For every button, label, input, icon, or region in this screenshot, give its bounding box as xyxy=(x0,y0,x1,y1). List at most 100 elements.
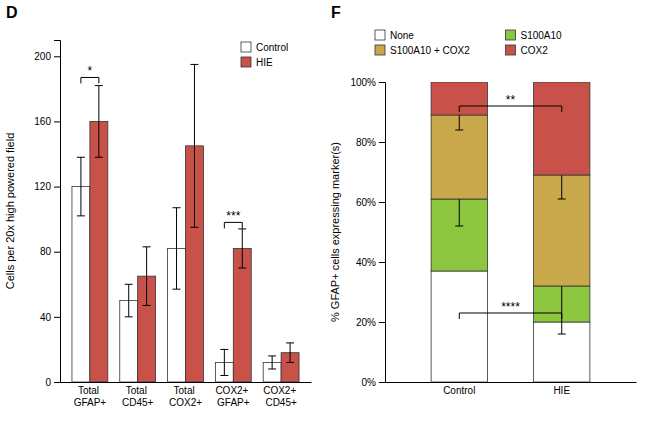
y-tick: 80% xyxy=(356,137,385,148)
x-tick: HIE xyxy=(553,382,570,396)
error-bar xyxy=(286,343,294,363)
y-tick-label: 120 xyxy=(34,181,51,192)
error-line xyxy=(272,356,273,369)
error-line xyxy=(80,157,81,216)
legend-label: COX2 xyxy=(521,45,549,56)
legend-item: S100A10 xyxy=(506,30,563,41)
x-axis: Total GFAP+ Total CD45+ Total COX2+ COX2+ G… xyxy=(61,382,312,408)
error-line xyxy=(194,64,195,227)
y-tick: 40 xyxy=(40,312,60,323)
legend-swatch xyxy=(375,45,385,55)
x-tick: Control xyxy=(443,382,475,396)
legend-item: None xyxy=(375,30,414,41)
error-bar xyxy=(190,64,198,227)
axis-line xyxy=(379,83,386,383)
error-cap xyxy=(286,342,294,343)
legend-swatch xyxy=(241,57,251,67)
error-cap xyxy=(190,227,198,228)
x-tick: Total COX2+ xyxy=(169,382,202,408)
y-tick: 40% xyxy=(356,257,385,268)
y-tick: 200 xyxy=(34,51,60,62)
error-cap xyxy=(173,207,181,208)
plot-area xyxy=(72,64,299,382)
error-cap xyxy=(268,368,276,369)
error-cap xyxy=(143,246,151,247)
axis-line xyxy=(61,382,312,383)
y-axis: 04080120160200 xyxy=(34,41,60,388)
error-bar xyxy=(268,356,276,369)
x-axis: Control HIE xyxy=(386,382,637,396)
x-tick-label: COX2+ GFAP+ xyxy=(215,385,251,408)
y-tick-label: 60% xyxy=(356,197,376,208)
y-tick-label: 200 xyxy=(34,51,51,62)
legend-label: HIE xyxy=(256,57,273,68)
y-tick-label: 40 xyxy=(40,312,52,323)
legend-item: S100A10 + COX2 xyxy=(375,45,470,56)
error-cap xyxy=(455,226,463,227)
error-cap xyxy=(455,130,463,131)
x-tick: COX2+ GFAP+ xyxy=(215,382,251,408)
legend-label: Control xyxy=(256,42,288,53)
error-cap xyxy=(286,362,294,363)
error-cap xyxy=(125,316,133,317)
legend-label: S100A10 xyxy=(521,30,563,41)
tick-mark xyxy=(379,382,385,383)
error-bar xyxy=(220,349,228,375)
y-axis-title: Cells per 20x high powered field xyxy=(4,133,16,290)
series xyxy=(431,271,590,382)
bar xyxy=(431,271,487,382)
x-tick: Total GFAP+ xyxy=(74,382,107,408)
error-bar xyxy=(77,157,85,216)
y-tick-label: 100% xyxy=(350,77,376,88)
y-axis-title: % GFAP+ cells expressing marker(s) xyxy=(329,142,341,322)
error-line xyxy=(242,229,243,268)
legend-swatch xyxy=(506,45,516,55)
y-tick-label: 160 xyxy=(34,116,51,127)
error-cap xyxy=(173,289,181,290)
legend: Control HIE xyxy=(241,42,288,68)
error-line xyxy=(290,343,291,363)
error-cap xyxy=(190,64,198,65)
significance-label: ** xyxy=(506,93,516,107)
error-line xyxy=(224,349,225,375)
plot-area xyxy=(431,82,590,382)
error-cap xyxy=(220,375,228,376)
significance-label: * xyxy=(88,64,93,78)
annotations: **** xyxy=(81,64,242,228)
legend-label: S100A10 + COX2 xyxy=(390,45,470,56)
tick-mark xyxy=(379,82,385,83)
tick-mark xyxy=(54,382,60,383)
legend-item: HIE xyxy=(241,57,273,68)
axis-line xyxy=(386,382,637,383)
x-tick-label: Total GFAP+ xyxy=(74,385,107,408)
error-cap xyxy=(558,199,566,200)
error-line xyxy=(176,208,177,289)
panel-title: F xyxy=(331,4,341,21)
bar xyxy=(534,82,590,175)
legend-item: COX2 xyxy=(506,45,549,56)
error-bar xyxy=(173,208,181,289)
y-tick-label: 40% xyxy=(356,257,376,268)
y-tick: 20% xyxy=(356,317,385,328)
x-tick-label: HIE xyxy=(553,385,570,396)
legend-swatch xyxy=(375,30,385,40)
x-tick: COX2+ CD45+ xyxy=(263,382,299,408)
error-cap xyxy=(143,305,151,306)
y-tick-label: 0% xyxy=(362,377,377,388)
bar xyxy=(72,187,90,382)
y-tick-label: 20% xyxy=(356,317,376,328)
axis-line xyxy=(54,41,61,383)
legend-label: None xyxy=(390,30,414,41)
x-tick: Total CD45+ xyxy=(122,382,154,408)
legend: None S100A10 S100A10 + COX2 COX2 xyxy=(375,30,562,56)
error-line xyxy=(128,284,129,317)
significance-label: *** xyxy=(226,209,240,223)
tick-mark xyxy=(379,202,385,203)
x-tick-label: Total COX2+ xyxy=(169,385,202,408)
error-cap xyxy=(95,157,103,158)
error-bar xyxy=(125,284,133,317)
tick-mark xyxy=(54,317,60,318)
error-cap xyxy=(268,355,276,356)
y-tick: 120 xyxy=(34,181,60,192)
y-tick: 100% xyxy=(350,77,385,88)
